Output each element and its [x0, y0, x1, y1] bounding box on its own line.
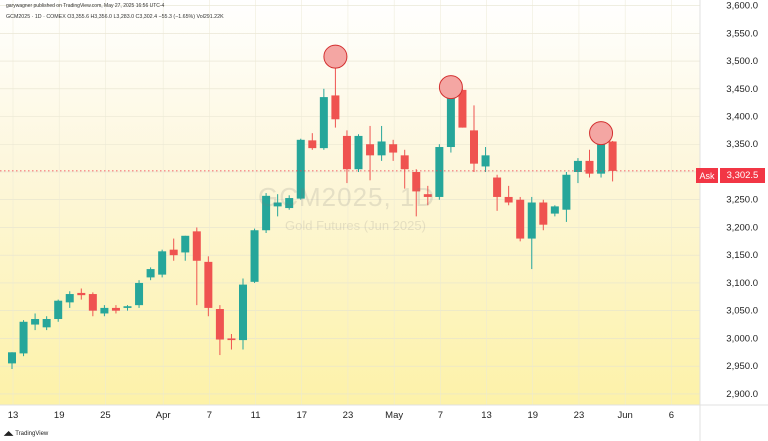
tradingview-logo-icon: ◢◣	[4, 431, 14, 437]
candle-body	[470, 130, 478, 164]
y-tick-label: 3,550.0	[726, 28, 758, 39]
candle-body	[331, 95, 340, 120]
candle-body	[88, 294, 97, 311]
candle-body	[262, 195, 271, 231]
candle-body	[273, 202, 282, 207]
watermark-ticker: GCM2025, 1D	[258, 182, 436, 212]
publisher-line: garywagner published on TradingView.com,…	[6, 3, 165, 9]
x-tick-label: Apr	[156, 410, 171, 421]
x-tick-label: 23	[343, 410, 354, 421]
peak-marker	[589, 121, 614, 146]
candle-body	[585, 160, 594, 174]
candle-body	[389, 144, 398, 153]
candle-body	[65, 294, 74, 303]
y-tick-label: 3,150.0	[726, 250, 758, 261]
candle-body	[123, 306, 132, 308]
y-tick-label: 3,000.0	[726, 333, 758, 344]
candle-body	[562, 174, 571, 210]
peak-marker	[438, 75, 463, 100]
watermark-name: Gold Futures (Jun 2025)	[285, 218, 426, 233]
candle-body	[169, 249, 178, 256]
x-tick-label: 17	[296, 410, 307, 421]
candle-body	[342, 135, 351, 170]
ask-label: Ask	[696, 168, 718, 183]
candle-body	[493, 177, 502, 197]
x-tick-label: 25	[100, 410, 111, 421]
candle-body	[527, 202, 536, 239]
y-tick-label: 2,900.0	[726, 389, 758, 400]
candle-body	[608, 141, 617, 171]
candle-body	[42, 319, 51, 328]
candle-body	[227, 338, 236, 341]
footer-brand-text: TradingView	[15, 430, 49, 437]
candle-body	[100, 307, 109, 314]
candle-body	[308, 140, 317, 149]
y-tick-label: 3,450.0	[726, 84, 758, 95]
footer-brand[interactable]: ◢◣ TradingView	[4, 430, 49, 438]
y-tick-label: 3,350.0	[726, 139, 758, 150]
candle-body	[573, 160, 582, 172]
candle-body	[54, 300, 63, 320]
y-tick-label: 3,200.0	[726, 222, 758, 233]
y-tick-label: 3,250.0	[726, 195, 758, 206]
candle-body	[8, 352, 16, 364]
candle-body	[111, 307, 120, 311]
candle-body	[285, 198, 294, 209]
x-tick-label: 13	[481, 410, 492, 421]
candle-body	[19, 321, 28, 354]
candle-body	[354, 135, 363, 170]
x-tick-label: 6	[669, 410, 674, 421]
x-tick-label: 7	[438, 410, 443, 421]
candle-body	[550, 206, 559, 214]
candle-body	[146, 269, 155, 278]
candle-body	[135, 282, 144, 306]
candle-body	[423, 194, 432, 197]
candle-body	[435, 147, 444, 197]
candle-body	[239, 284, 247, 341]
y-tick-label: 3,400.0	[726, 112, 758, 123]
peak-marker	[323, 44, 348, 69]
candle-body	[296, 139, 305, 199]
candle-body	[250, 230, 259, 282]
y-tick-label: 3,600.0	[726, 1, 758, 12]
x-tick-label: May	[385, 410, 403, 421]
candle-body	[158, 251, 167, 275]
y-tick-label: 3,500.0	[726, 56, 758, 67]
candle-body	[319, 97, 328, 149]
ask-value: 3,302.5	[720, 168, 765, 183]
candle-body	[516, 199, 525, 239]
candle-body	[458, 89, 467, 128]
candle-body	[31, 319, 40, 325]
candle-body	[366, 144, 375, 156]
x-tick-label: 7	[207, 410, 212, 421]
x-tick-label: 19	[527, 410, 538, 421]
candle-body	[77, 292, 86, 296]
x-tick-label: 19	[54, 410, 65, 421]
candle-body	[446, 94, 455, 148]
candle-body	[539, 202, 548, 225]
candle-body	[204, 261, 213, 308]
chart-background	[0, 0, 700, 405]
candle-body	[412, 171, 421, 192]
candle-body	[377, 141, 386, 156]
candle-body	[504, 196, 513, 203]
candle-body	[597, 139, 606, 174]
x-tick-label: 13	[8, 410, 19, 421]
candle-body	[215, 309, 224, 340]
y-tick-label: 3,100.0	[726, 278, 758, 289]
y-tick-label: 2,950.0	[726, 361, 758, 372]
candle-body	[192, 231, 201, 261]
candle-body	[181, 235, 190, 253]
symbol-ohlc-line: GCM2025 · 1D · COMEX O3,355.6 H3,356.0 L…	[6, 14, 224, 20]
x-tick-label: 23	[574, 410, 585, 421]
candle-body	[400, 155, 409, 170]
candle-body	[481, 155, 490, 167]
x-tick-label: 11	[251, 410, 261, 421]
y-tick-label: 3,050.0	[726, 306, 758, 317]
x-tick-label: Jun	[617, 410, 632, 421]
ask-price-badge: Ask 3,302.5	[696, 168, 765, 183]
